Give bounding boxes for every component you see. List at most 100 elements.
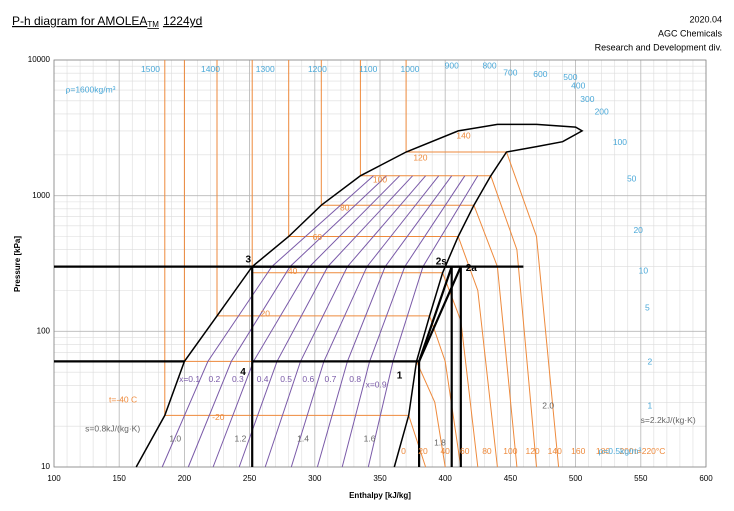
annotation: 1000 xyxy=(401,64,420,74)
annotation: 800 xyxy=(482,60,496,70)
annotation: 200 xyxy=(595,106,609,116)
annotation: 5 xyxy=(645,302,650,312)
series-line xyxy=(187,175,387,468)
annotation: 50 xyxy=(627,174,637,184)
annotation: 40 xyxy=(440,446,450,456)
annotation: 200 xyxy=(619,446,633,456)
annotation: 0.7 xyxy=(325,374,337,384)
annotation: 1 xyxy=(648,401,653,411)
annotation: 2a xyxy=(466,263,478,274)
annotation: 0 xyxy=(401,446,406,456)
annotation: t=-40 C xyxy=(109,395,137,405)
annotation: 1 xyxy=(397,370,403,381)
series-line xyxy=(54,265,524,467)
x-axis-label: Enthalpy [kJ/kg] xyxy=(349,491,411,500)
annotation: x=0.9 xyxy=(366,380,387,390)
series-line xyxy=(238,175,413,468)
annotation: 0.2 xyxy=(208,374,220,384)
annotation: 0.5 xyxy=(280,374,292,384)
annotation: 20 xyxy=(261,308,271,318)
annotation: 2 xyxy=(648,357,653,367)
annotation: x=0.1 xyxy=(179,374,200,384)
annotation: 1.6 xyxy=(364,434,376,444)
annotation: 0.8 xyxy=(349,374,361,384)
annotation: 140 xyxy=(456,130,470,140)
annotation: 10 xyxy=(639,265,649,275)
annotation: 0.6 xyxy=(302,374,314,384)
y-tick-label: 1000 xyxy=(32,191,50,200)
annotation: 160 xyxy=(571,446,585,456)
corner-text: AGC Chemicals xyxy=(658,28,723,38)
x-tick-label: 500 xyxy=(569,474,583,483)
annotation: 3 xyxy=(246,255,252,266)
x-tick-label: 150 xyxy=(113,474,127,483)
series-line xyxy=(216,60,462,468)
x-tick-label: 350 xyxy=(373,474,387,483)
annotation: 1500 xyxy=(141,64,160,74)
series-line xyxy=(316,175,453,468)
annotation: 120 xyxy=(525,446,539,456)
title-main: P-h diagram for AMOLEA xyxy=(12,14,147,28)
annotation: 700 xyxy=(503,67,517,77)
y-tick-label: 100 xyxy=(37,326,51,335)
series-line xyxy=(164,60,427,468)
x-tick-label: 100 xyxy=(47,474,61,483)
corner-text: Research and Development div. xyxy=(595,42,722,52)
annotation: 80 xyxy=(340,202,350,212)
annotation: 1400 xyxy=(201,64,220,74)
annotation: 0.3 xyxy=(232,374,244,384)
annotation: 20 xyxy=(633,225,643,235)
annotation: 1200 xyxy=(308,64,327,74)
title-suffix: 1224yd xyxy=(163,14,202,28)
y-tick-label: 10 xyxy=(41,462,50,471)
annotation: 1100 xyxy=(359,64,378,74)
annotation: 180 xyxy=(596,446,610,456)
annotation: 1.8 xyxy=(434,437,446,447)
annotation: 80 xyxy=(482,446,492,456)
annotation: 60 xyxy=(313,232,323,242)
annotation: 100 xyxy=(373,174,387,184)
series-line xyxy=(405,60,560,468)
annotation: 900 xyxy=(445,60,459,70)
chart-title: P-h diagram for AMOLEATM 1224yd xyxy=(12,14,202,29)
series-line xyxy=(161,175,374,468)
annotation: -20 xyxy=(212,412,225,422)
annotation: 40 xyxy=(288,266,298,276)
annotation: ρ=1600kg/m³ xyxy=(66,84,116,94)
series-line xyxy=(290,175,440,468)
annotation: 1.0 xyxy=(169,434,181,444)
series-line xyxy=(418,266,453,362)
corner-text: 2020.04 xyxy=(689,14,722,24)
x-tick-label: 200 xyxy=(178,474,192,483)
annotation: t=220°C xyxy=(634,446,665,456)
annotation: 500 xyxy=(563,72,577,82)
y-tick-label: 10000 xyxy=(28,55,51,64)
x-tick-label: 600 xyxy=(699,474,713,483)
series-line xyxy=(264,175,426,468)
annotation: s=2.2kJ/(kg·K) xyxy=(641,415,696,425)
annotation: 1300 xyxy=(256,64,275,74)
annotation: s=0.8kJ/(kg·K) xyxy=(85,423,140,433)
annotation: 60 xyxy=(460,446,470,456)
annotation: 120 xyxy=(413,152,427,162)
annotation: 2.0 xyxy=(542,401,554,411)
annotation: 1.2 xyxy=(235,434,247,444)
x-tick-label: 450 xyxy=(504,474,518,483)
annotation: 4 xyxy=(240,367,246,378)
series-line xyxy=(212,175,400,468)
annotation: 300 xyxy=(580,94,594,104)
annotation: 400 xyxy=(571,81,585,91)
annotation: 0.4 xyxy=(257,374,269,384)
x-tick-label: 400 xyxy=(439,474,453,483)
series-line xyxy=(341,175,466,468)
title-sub: TM xyxy=(147,20,159,29)
annotation: 100 xyxy=(503,446,517,456)
annotation: 100 xyxy=(613,137,627,147)
series-line xyxy=(367,175,479,468)
annotation: 20 xyxy=(418,446,428,456)
annotation: 140 xyxy=(548,446,562,456)
x-tick-label: 550 xyxy=(634,474,648,483)
annotation: ρ=0.5kg/m³ xyxy=(598,446,641,456)
y-axis-label: Pressure [kPa] xyxy=(13,236,22,292)
annotation: 1.4 xyxy=(297,434,309,444)
